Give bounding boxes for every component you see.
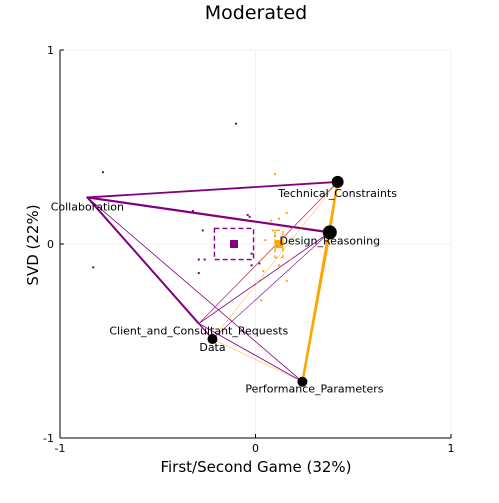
network-edge <box>198 231 331 324</box>
x-tick-label: 0 <box>252 442 259 455</box>
code-label: Design_Reasoning <box>279 234 380 247</box>
unit-point <box>191 210 194 213</box>
confidence-interval <box>213 227 255 261</box>
unit-point <box>260 299 263 302</box>
unit-point <box>248 215 251 218</box>
network-edge <box>198 181 338 324</box>
code-label: Performance_Parameters <box>245 383 383 396</box>
network-edge <box>301 231 331 383</box>
confidence-intervals <box>213 227 284 261</box>
y-tick-label: 0 <box>47 238 54 251</box>
unit-point <box>277 264 280 267</box>
network-edge <box>212 232 331 340</box>
network-edge <box>86 196 331 234</box>
unit-point <box>246 213 249 216</box>
unit-point <box>102 171 105 174</box>
unit-point <box>201 229 204 232</box>
y-tick-label: -1 <box>43 432 54 445</box>
mean-marker <box>274 240 283 248</box>
unit-point <box>250 264 253 267</box>
x-tick-label: -1 <box>55 442 66 455</box>
code-label: Technical_Constraints <box>277 187 397 200</box>
unit-point <box>289 258 292 261</box>
unit-point <box>203 258 206 261</box>
network-edge <box>198 323 303 383</box>
unit-point <box>274 173 277 176</box>
code-node <box>322 225 337 240</box>
network-edges <box>86 180 339 383</box>
axes: -1 0 1 -1 0 1 <box>43 44 454 455</box>
unit-point <box>285 279 288 282</box>
unit-point <box>285 211 288 214</box>
network-edge <box>212 181 338 340</box>
code-node <box>331 175 344 188</box>
unit-point <box>277 217 280 220</box>
unit-point <box>272 229 275 232</box>
network-edge <box>86 197 303 383</box>
code-labels: Technical_Constraints Design_Reasoning Col… <box>51 187 398 396</box>
unit-point <box>197 272 200 275</box>
code-nodes <box>207 175 344 387</box>
unit-point <box>270 219 273 222</box>
unit-point <box>92 266 95 269</box>
unit-point <box>197 258 200 261</box>
network-edge <box>212 338 303 382</box>
code-label: Collaboration <box>51 200 124 213</box>
unit-point <box>264 239 267 242</box>
code-node <box>207 334 218 345</box>
unit-point <box>234 122 237 125</box>
x-axis-label: First/Second Game (32%) <box>160 458 351 476</box>
network-edge <box>328 180 339 234</box>
code-label: Data <box>199 341 225 354</box>
mean-marker <box>229 240 238 248</box>
unit-point <box>258 262 261 265</box>
y-axis-label: SVD (22%) <box>24 204 42 285</box>
unit-point <box>262 270 265 273</box>
chart-title: Moderated <box>205 2 307 24</box>
code-label: Client_and_Consultant_Requests <box>109 325 288 338</box>
network-edge <box>86 181 339 199</box>
network-edge <box>86 196 214 340</box>
unit-point <box>250 252 253 255</box>
grid <box>59 49 452 439</box>
y-tick-label: 1 <box>47 44 54 57</box>
x-tick-label: 1 <box>448 442 455 455</box>
code-node <box>297 376 308 387</box>
